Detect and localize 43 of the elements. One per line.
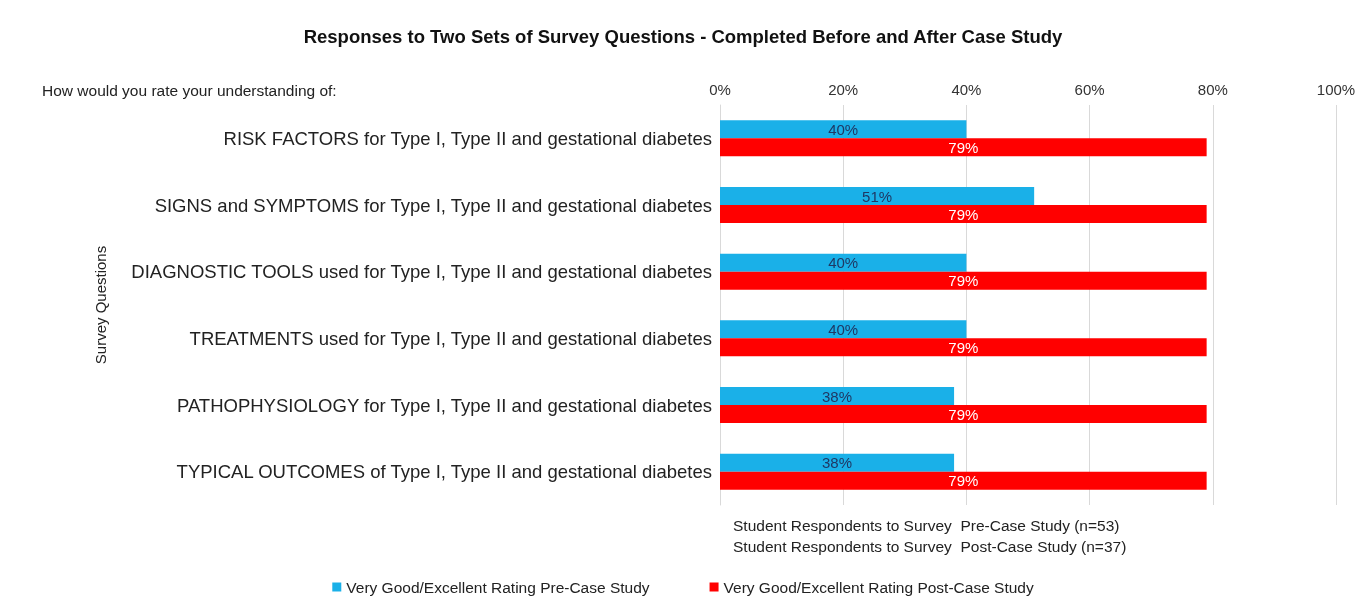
bar [720,138,1207,157]
bar [720,338,1207,357]
data-label: 79% [948,472,979,490]
data-label: 51% [862,187,893,205]
x-tick-label: 0% [709,81,731,98]
bar [720,387,955,405]
y-axis-title: Survey Questions [92,245,109,365]
data-label: 79% [948,405,979,423]
bar [720,405,1207,423]
legend-label: Very Good/Excellent Rating Pre-Case Study [346,578,650,596]
x-tick-label: 20% [828,81,859,98]
data-label: 40% [828,320,859,338]
data-label: 38% [822,387,853,405]
y-tick-label: RISK FACTORS for Type I, Type II and gestational diabetes [223,127,712,149]
x-tick-label: 60% [1074,81,1105,98]
data-label: 38% [822,454,853,472]
text: How would you rate your understanding of: [42,81,337,99]
data-label: 79% [948,205,979,223]
data-label: 79% [948,272,979,290]
data-label: 40% [828,120,859,138]
x-tick-label: 80% [1197,81,1228,98]
y-tick-label: PATHOPHYSIOLOGY for Type I, Type II and gestational diabetes [176,394,712,416]
x-tick-label: 100% [1316,81,1356,98]
y-tick-label: DIAGNOSTIC TOOLS used for Type I, Type II and gestational diabetes [131,261,712,283]
text: Student Respondents to Survey Post-Case Study (n=37) [733,538,1127,555]
legend-label: Very Good/Excellent Rating Post-Case Study [723,578,1034,596]
bar [720,271,1207,290]
data-label: 79% [948,138,979,156]
bar [720,253,967,272]
chart-title: Responses to Two Sets of Survey Questions - Completed Before and After Case Study [303,26,1064,47]
bar [720,320,967,339]
bar [720,471,1207,490]
y-tick-label: TYPICAL OUTCOMES of Type I, Type II and gestational diabetes [176,461,712,483]
data-label: 79% [948,338,979,356]
text: Student Respondents to Survey Pre-Case Study (n=53) [733,517,1120,534]
y-tick-label: SIGNS and SYMPTOMS for Type I, Type II and gestational diabetes [154,194,712,216]
bar [720,453,955,472]
data-label: 40% [828,254,859,272]
x-tick-label: 40% [951,81,982,98]
y-tick-label: TREATMENTS used for Type I, Type II and gestational diabetes [189,327,712,349]
bar [720,205,1207,223]
bar [720,120,967,139]
bar [720,187,1035,205]
